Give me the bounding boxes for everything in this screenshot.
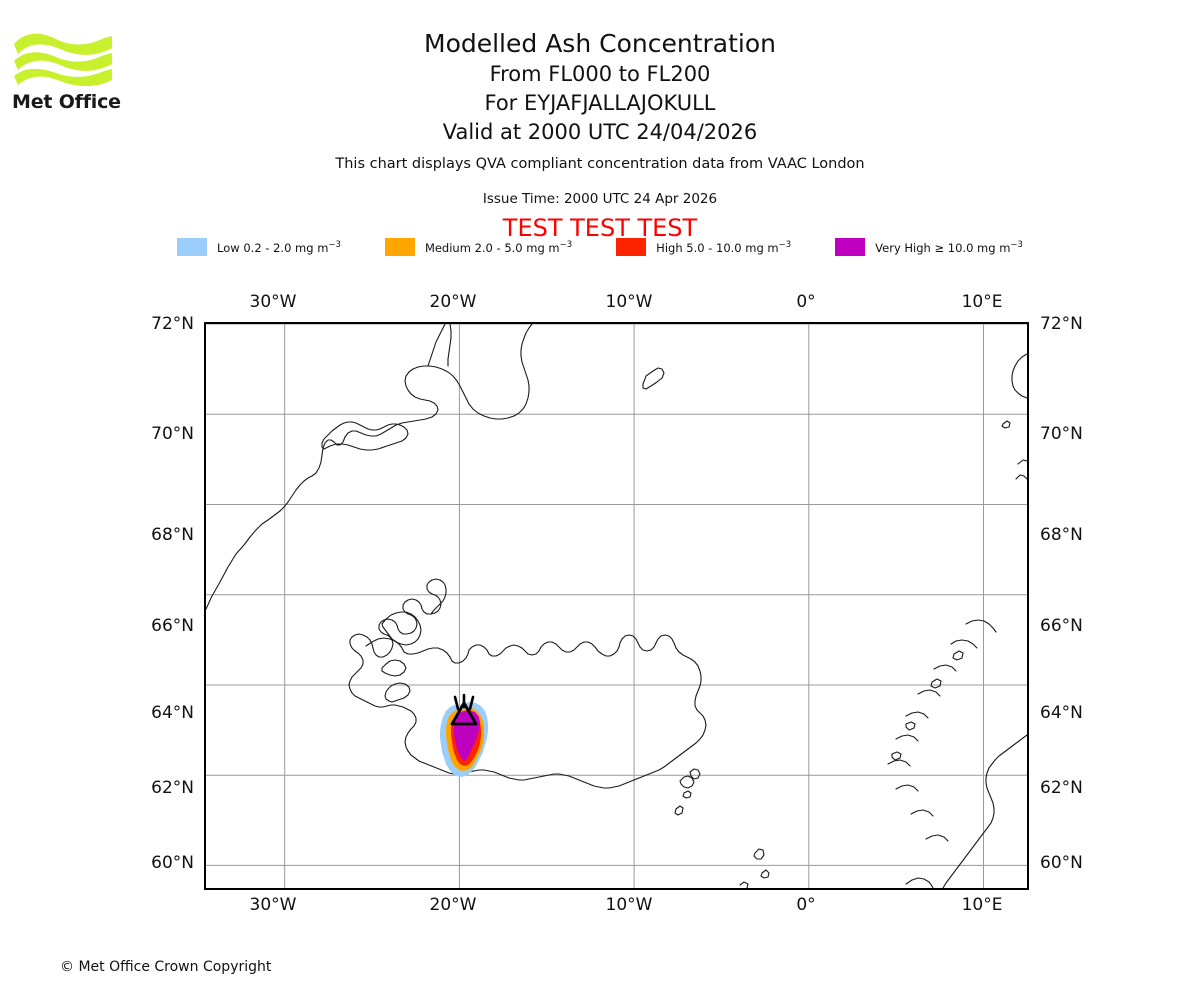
issue-time-label: Issue Time: 2000 UTC 24 Apr 2026: [482, 191, 718, 207]
lon-tick-top-30w: 30°W: [249, 292, 297, 312]
coastline-iceland-westfjords: [381, 611, 422, 646]
coastline-south-edge: [905, 877, 934, 888]
legend-item-high: High 5.0 - 10.0 mg m−3: [616, 238, 791, 256]
lat-tick-left-68n: 68°N: [151, 525, 194, 545]
coastline-greenland: [206, 324, 533, 610]
map-canvas: [206, 324, 1027, 888]
qva-compliance-note: This chart displays QVA compliant concen…: [335, 156, 865, 172]
volcano-name-line: For EYJAFJALLAJOKULL: [484, 91, 716, 115]
concentration-legend: Low 0.2 - 2.0 mg m−3 Medium 2.0 - 5.0 mg…: [0, 238, 1200, 256]
lat-tick-right-68n: 68°N: [1040, 525, 1083, 545]
coastline-norway: [942, 734, 1027, 888]
graticule-gridlines: [206, 324, 1027, 888]
lat-tick-left-72n: 72°N: [151, 314, 194, 334]
met-office-logo-text: Met Office: [12, 91, 121, 113]
legend-swatch-high: [616, 238, 647, 256]
legend-item-low: Low 0.2 - 2.0 mg m−3: [177, 238, 341, 256]
lon-tick-bottom-20w: 20°W: [429, 895, 477, 915]
lat-tick-left-66n: 66°N: [151, 616, 194, 636]
lat-tick-left-62n: 62°N: [151, 778, 194, 798]
lat-tick-right-64n: 64°N: [1040, 703, 1083, 723]
lon-tick-bottom-10w: 10°W: [605, 895, 653, 915]
coastline-jan-mayen: [642, 367, 665, 390]
test-banner: TEST TEST TEST: [502, 214, 698, 242]
lon-tick-top-10e: 10°E: [961, 292, 1003, 312]
coastline-greenland-north: [427, 324, 452, 367]
legend-label-very-high: Very High ≥ 10.0 mg m−3: [875, 239, 1023, 255]
ash-concentration-map[interactable]: [204, 322, 1029, 890]
lon-tick-top-10w: 10°W: [605, 292, 653, 312]
lat-tick-right-60n: 60°N: [1040, 853, 1083, 873]
legend-label-low: Low 0.2 - 2.0 mg m−3: [217, 239, 341, 255]
lon-tick-bottom-10e: 10°E: [961, 895, 1003, 915]
lon-tick-top-20w: 20°W: [429, 292, 477, 312]
lat-tick-right-66n: 66°N: [1040, 616, 1083, 636]
met-office-wave-mark: [14, 33, 112, 87]
legend-label-medium: Medium 2.0 - 5.0 mg m−3: [424, 239, 573, 255]
copyright-notice: © Met Office Crown Copyright: [60, 959, 272, 975]
coastline-iceland: [348, 578, 707, 789]
lat-tick-right-72n: 72°N: [1040, 314, 1083, 334]
legend-swatch-low: [177, 238, 208, 256]
lat-tick-left-70n: 70°N: [151, 424, 194, 444]
valid-time-line: Valid at 2000 UTC 24/04/2026: [442, 120, 758, 144]
lon-tick-bottom-0: 0°: [796, 895, 816, 915]
lat-tick-left-64n: 64°N: [151, 703, 194, 723]
legend-item-very-high: Very High ≥ 10.0 mg m−3: [835, 238, 1023, 256]
chart-title-block: Modelled Ash Concentration From FL000 to…: [0, 28, 1200, 147]
coastline-east-edge: [1011, 353, 1027, 399]
volcano-marker-eyjafjallajokull[interactable]: [450, 693, 478, 726]
met-office-logo: Met Office: [12, 28, 122, 113]
coastline-norway-islands: [891, 420, 1011, 761]
legend-swatch-very-high: [835, 238, 866, 256]
lat-tick-left-60n: 60°N: [151, 853, 194, 873]
legend-swatch-medium: [384, 238, 415, 256]
coastline-layer: [206, 324, 1027, 888]
lat-tick-right-62n: 62°N: [1040, 778, 1083, 798]
coastline-faroe-islands: [674, 768, 701, 816]
legend-item-medium: Medium 2.0 - 5.0 mg m−3: [384, 238, 573, 256]
coastline-norway-fjords: [887, 619, 997, 842]
coastline-greenland-fjords: [321, 421, 409, 451]
coastline-northeast-islands: [1015, 459, 1027, 480]
ash-plume-contours: [440, 702, 488, 777]
lon-tick-top-0: 0°: [796, 292, 816, 312]
legend-label-high: High 5.0 - 10.0 mg m−3: [656, 239, 792, 255]
lon-tick-bottom-30w: 30°W: [249, 895, 297, 915]
flight-level-line: From FL000 to FL200: [489, 62, 711, 86]
coastline-shetland-orkney: [739, 848, 770, 888]
page-title: Modelled Ash Concentration: [424, 29, 776, 58]
lat-tick-right-70n: 70°N: [1040, 424, 1083, 444]
